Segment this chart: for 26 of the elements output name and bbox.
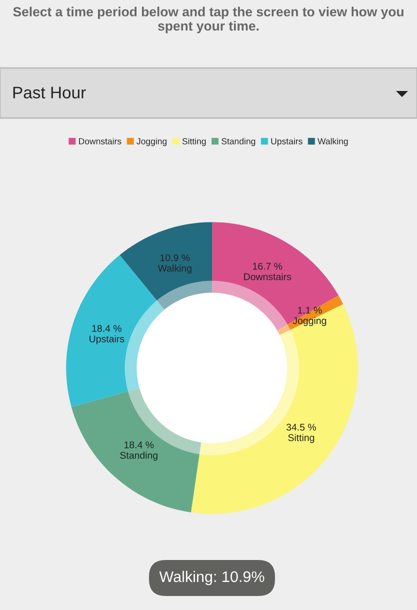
slice-label: Jogging	[292, 316, 326, 326]
chart-title: Select a time period below and tap the screen to view how you spent your time.	[13, 6, 404, 34]
donut-slice	[212, 222, 338, 331]
slice-label: Upstairs	[90, 335, 124, 344]
chart-subtitle: Past Hour	[13, 86, 86, 98]
donut-slice	[190, 304, 358, 514]
slice-label: Walking	[158, 264, 192, 274]
text: Walking: 10.9%	[159, 570, 264, 586]
data-label: 16.7 %	[252, 262, 282, 270]
legend-label: Standing	[222, 138, 256, 146]
data-label: 34.5 %	[286, 424, 316, 431]
donut-slice	[120, 222, 212, 310]
donut-slice	[71, 388, 202, 512]
legend-label: Jogging	[136, 138, 167, 146]
slice-label: Sitting	[288, 434, 314, 444]
legend-label: Walking	[318, 138, 348, 146]
legend-label: Downstairs	[79, 138, 122, 144]
data-label: 1.1 %	[298, 306, 322, 314]
legend-label: Sitting	[182, 138, 206, 146]
data-label: 18.4 %	[92, 324, 122, 332]
slice-label: Standing	[120, 452, 158, 461]
slice-label: Downstairs	[244, 273, 292, 280]
data-label: 10.9 %	[160, 254, 190, 262]
donut-slice	[277, 295, 344, 336]
legend-label: Upstairs	[271, 138, 302, 146]
data-label: 18.4 %	[124, 441, 154, 448]
